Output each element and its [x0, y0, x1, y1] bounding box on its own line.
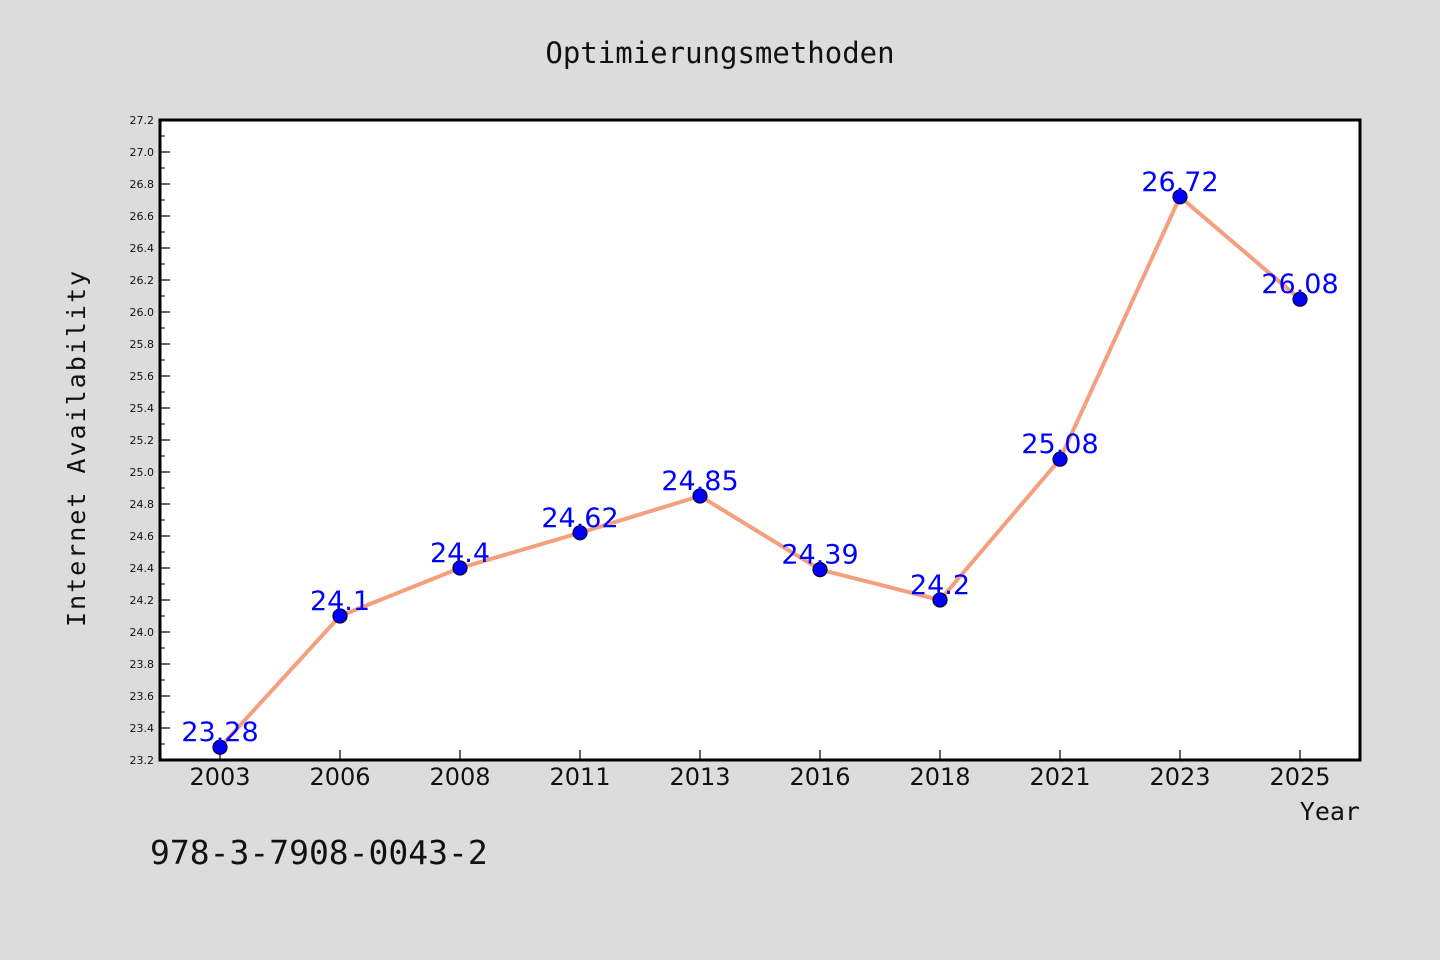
y-tick-label: 23.2: [130, 754, 155, 767]
y-tick-label: 23.4: [130, 722, 155, 735]
y-axis-label: Internet Availability: [62, 269, 91, 627]
x-tick-label: 2006: [309, 763, 370, 791]
chart-title: Optimierungsmethoden: [545, 36, 894, 70]
data-point-marker: [932, 592, 948, 608]
y-tick-label: 24.8: [130, 498, 155, 511]
y-tick-label: 24.2: [130, 594, 155, 607]
x-tick-label: 2023: [1149, 763, 1210, 791]
data-point-marker: [812, 561, 828, 578]
y-tick-label: 27.0: [130, 146, 155, 159]
data-label: 25.08: [1021, 429, 1098, 460]
data-label: 24.1: [310, 586, 370, 617]
x-axis: 2003 2006 2008 2011 2013 2016 2018 2021 2023 2025: [189, 750, 1331, 791]
y-tick-label: 24.4: [130, 562, 155, 575]
data-point-marker: [692, 488, 708, 504]
isbn-text: 978-3-7908-0043-2: [150, 833, 488, 872]
data-label: 24.2: [910, 570, 970, 601]
data-label: 26.08: [1261, 269, 1338, 300]
y-tick-label: 27.2: [130, 114, 155, 127]
y-tick-label: 25.4: [130, 402, 155, 415]
y-tick-label: 25.6: [130, 370, 155, 383]
series-group: 23.28 24.1 24.4 24.62 24.85 24.39 24.2 25.08 26.…: [181, 167, 1339, 755]
x-tick-label: 2025: [1269, 763, 1330, 791]
data-label: 23.28: [181, 717, 258, 748]
y-tick-label: 26.4: [130, 242, 155, 255]
data-point-marker: [1052, 451, 1068, 467]
y-tick-label: 26.2: [130, 274, 155, 287]
data-point-marker: [1172, 189, 1188, 205]
y-tick-label: 24.6: [130, 530, 155, 543]
y-tick-label: 25.0: [130, 466, 155, 479]
data-point-marker: [1292, 291, 1308, 307]
x-axis-label: Year: [1300, 797, 1360, 826]
data-point-marker: [332, 608, 348, 624]
x-tick-label: 2013: [669, 763, 730, 791]
data-label: 24.4: [430, 538, 490, 569]
x-tick-label: 2021: [1029, 763, 1090, 791]
x-tick-label: 2008: [429, 763, 490, 791]
y-tick-label: 26.6: [130, 210, 155, 223]
y-tick-label: 25.8: [130, 338, 155, 351]
y-tick-label: 23.8: [130, 658, 155, 671]
data-point-marker: [212, 739, 228, 755]
x-tick-label: 2016: [789, 763, 850, 791]
y-tick-label: 24.0: [130, 626, 155, 639]
data-label: 24.39: [781, 540, 858, 571]
data-point-marker: [452, 560, 468, 576]
data-label: 26.72: [1141, 167, 1218, 198]
y-tick-label: 25.2: [130, 434, 155, 447]
data-point-marker: [572, 525, 588, 541]
x-tick-label: 2003: [189, 763, 250, 791]
y-tick-label: 23.6: [130, 690, 155, 703]
x-tick-label: 2018: [909, 763, 970, 791]
y-tick-label: 26.8: [130, 178, 155, 191]
series-line: [218, 194, 1302, 750]
y-axis: 23.2 23.4 23.6 23.8 24.0 24.2 24.4 24.6 24.8 25.0…: [130, 114, 170, 767]
plot-area: [158, 118, 1362, 762]
data-label: 24.62: [541, 503, 618, 534]
y-tick-label: 26.0: [130, 306, 155, 319]
data-label: 24.85: [661, 466, 738, 497]
x-tick-label: 2011: [549, 763, 610, 791]
